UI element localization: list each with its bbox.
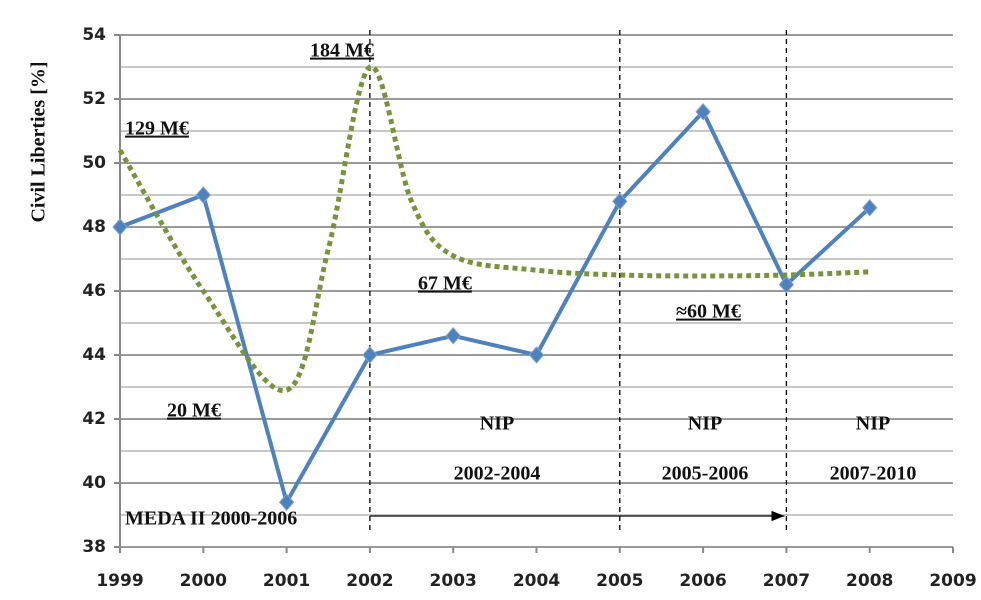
annotation: 184 M€ (310, 40, 374, 62)
annotation: 129 M€ (125, 118, 189, 140)
x-tick-label: 2004 (513, 571, 560, 591)
data-point (195, 186, 211, 204)
y-tick-label: 40 (82, 473, 106, 493)
y-tick-label: 42 (82, 409, 106, 429)
x-tick-label: 2007 (763, 571, 810, 591)
y-tick-label: 48 (82, 217, 106, 237)
annotation: 2007-2010 (830, 463, 917, 485)
data-point (778, 275, 795, 294)
annotation: 2005-2006 (662, 463, 749, 485)
x-tick-label: 2009 (929, 571, 976, 591)
y-tick-label: 38 (82, 537, 106, 557)
y-axis-label: Civil Liberties [%] (28, 61, 50, 222)
x-tick-label: 1999 (96, 571, 143, 591)
x-tick-label: 2006 (679, 571, 726, 591)
x-tick-label: 2002 (346, 571, 393, 591)
data-point (278, 493, 295, 511)
y-tick-label: 44 (82, 345, 106, 365)
data-point (445, 327, 461, 345)
y-tick-label: 52 (82, 89, 106, 109)
data-line (119, 108, 872, 508)
x-tick-label: 2008 (846, 571, 893, 591)
data-point (362, 346, 378, 364)
x-tick-label: 2001 (263, 571, 310, 591)
annotation: NIP (688, 413, 722, 435)
annotation: MEDA II 2000-2006 (125, 508, 297, 530)
annotation: ≈60 M€ (676, 301, 741, 323)
y-tick-label: 54 (82, 25, 106, 45)
annotation: 67 M€ (418, 273, 472, 295)
y-tick-label: 46 (82, 281, 106, 301)
x-tick-label: 2005 (596, 571, 643, 591)
data-point (862, 199, 878, 217)
data-point (695, 103, 711, 121)
data-point (528, 346, 545, 364)
trend-curve (117, 64, 870, 394)
x-tick-label: 2000 (180, 571, 227, 591)
y-tick-label: 50 (82, 153, 106, 173)
annotation: 20 M€ (167, 400, 221, 422)
x-tick-label: 2003 (430, 571, 477, 591)
annotation: NIP (856, 413, 890, 435)
data-point (112, 218, 128, 236)
annotation: 2002-2004 (454, 463, 541, 485)
annotation: NIP (480, 413, 514, 435)
data-point (612, 192, 628, 211)
